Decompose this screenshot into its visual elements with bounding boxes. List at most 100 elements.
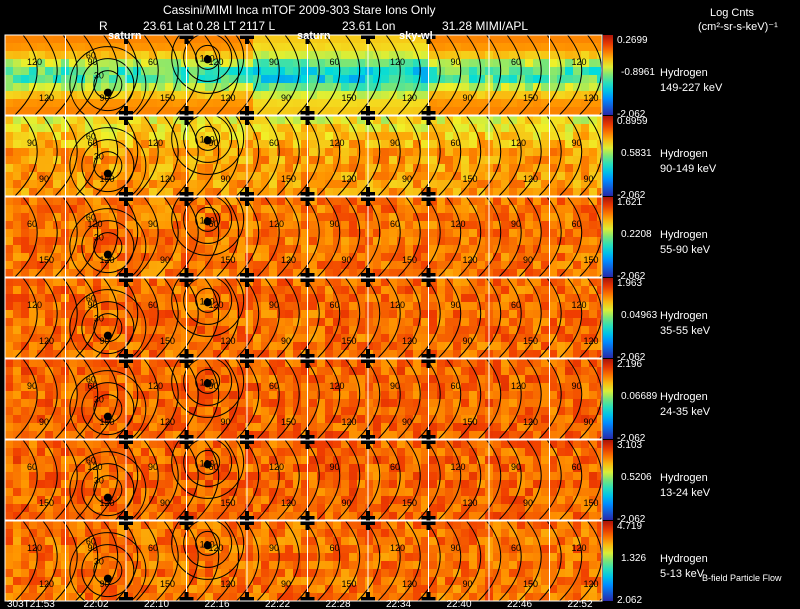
contour-line (54, 35, 78, 115)
direction-cross (119, 592, 133, 606)
contour-line (458, 521, 482, 601)
contour-line (296, 197, 320, 277)
contour-line (236, 440, 260, 520)
time-tick-label: 22:40 (447, 599, 472, 609)
contour-label: 150 (39, 498, 54, 508)
contour-label: 120 (390, 543, 405, 553)
contour-label: 150 (160, 93, 175, 103)
contour-line (317, 521, 341, 601)
contour-line (69, 46, 147, 115)
contour-line (155, 197, 179, 277)
contour-label: 120 (200, 458, 215, 468)
contour-line (216, 521, 240, 601)
contour-line (296, 35, 320, 115)
contour-line (559, 197, 583, 277)
contour-line (135, 35, 159, 115)
direction-cross (240, 435, 254, 449)
contour-line (478, 440, 502, 520)
contour-line (183, 359, 233, 406)
contour-label: 120 (27, 300, 42, 310)
energy-range-label: 24-35 keV (660, 406, 711, 418)
overlay-label: saturn (297, 30, 331, 42)
direction-cross (119, 111, 133, 125)
contour-label: 120 (27, 57, 42, 67)
direction-cross (300, 592, 315, 606)
row-frame (4, 34, 603, 116)
contour-label: 90 (221, 174, 231, 184)
species-label: Hydrogen (660, 553, 708, 565)
saturn-marker (103, 88, 112, 97)
contour-line (135, 359, 159, 439)
contour-line (81, 220, 135, 274)
contour-label: 90 (281, 336, 291, 346)
contour-label: 60 (86, 132, 96, 142)
contour-line (438, 359, 462, 439)
contour-label: 90 (160, 498, 170, 508)
contour-line (81, 58, 135, 112)
contour-label: 150 (342, 93, 357, 103)
contour-line (357, 359, 381, 439)
contour-line (478, 116, 502, 196)
contour-line (296, 278, 320, 358)
contour-label: 30 (94, 476, 104, 486)
contour-line (54, 440, 78, 520)
contour-line (377, 440, 401, 520)
contour-label: 90 (88, 543, 98, 553)
contour-line (478, 359, 502, 439)
contour-line (397, 278, 421, 358)
direction-cross (421, 192, 436, 206)
contour-label: 60 (511, 543, 521, 553)
saturn-marker (103, 493, 112, 502)
contour-label: 120 (200, 539, 215, 549)
contour-label: 90 (523, 498, 533, 508)
contour-line (397, 521, 421, 601)
colorbar-min-label: -2.062 (617, 514, 646, 525)
contour-label: 120 (463, 255, 478, 265)
contour-line (183, 197, 233, 244)
direction-cross (119, 273, 133, 287)
contour-label: 150 (463, 417, 478, 427)
contour-line (276, 278, 300, 358)
contour-line (93, 151, 123, 181)
direction-cross (119, 516, 133, 530)
contour-line (54, 197, 78, 277)
contour-label: 120 (200, 215, 215, 225)
spectrogram-row: 1201209090601501201209090601501201209090… (4, 273, 711, 363)
direction-cross (300, 435, 315, 449)
contour-line (458, 359, 482, 439)
contour-line (296, 116, 320, 196)
color-bar (603, 521, 613, 601)
contour-line (81, 139, 135, 193)
direction-cross (179, 516, 194, 530)
contour-label: 90 (209, 138, 219, 148)
contour-line (69, 451, 147, 520)
contour-line (81, 382, 135, 436)
contour-label: 120 (511, 138, 526, 148)
contour-line (337, 278, 361, 358)
colorbar-max-label: 3.103 (617, 440, 642, 451)
colorbar-max-label: 4.719 (617, 521, 642, 532)
saturn-marker (103, 412, 112, 421)
contour-line (135, 278, 159, 358)
direction-cross (361, 30, 375, 44)
contour-label: 150 (523, 336, 538, 346)
contour-line (397, 35, 421, 115)
contour-label: 150 (523, 93, 538, 103)
contour-line (377, 359, 401, 439)
contour-label: 90 (584, 417, 594, 427)
contour-line (276, 359, 300, 439)
contour-line (14, 278, 38, 358)
contour-line (171, 35, 245, 94)
direction-cross (119, 30, 133, 44)
direction-cross (361, 354, 375, 368)
contour-line (498, 278, 522, 358)
direction-cross (361, 273, 375, 287)
overlay-label: saturn (108, 30, 142, 42)
contour-line (397, 440, 421, 520)
direction-cross (119, 435, 133, 449)
contour-label: 120 (390, 300, 405, 310)
direction-cross (361, 111, 375, 125)
contour-label: 120 (221, 93, 236, 103)
contour-line (54, 116, 78, 196)
contour-line (438, 278, 462, 358)
